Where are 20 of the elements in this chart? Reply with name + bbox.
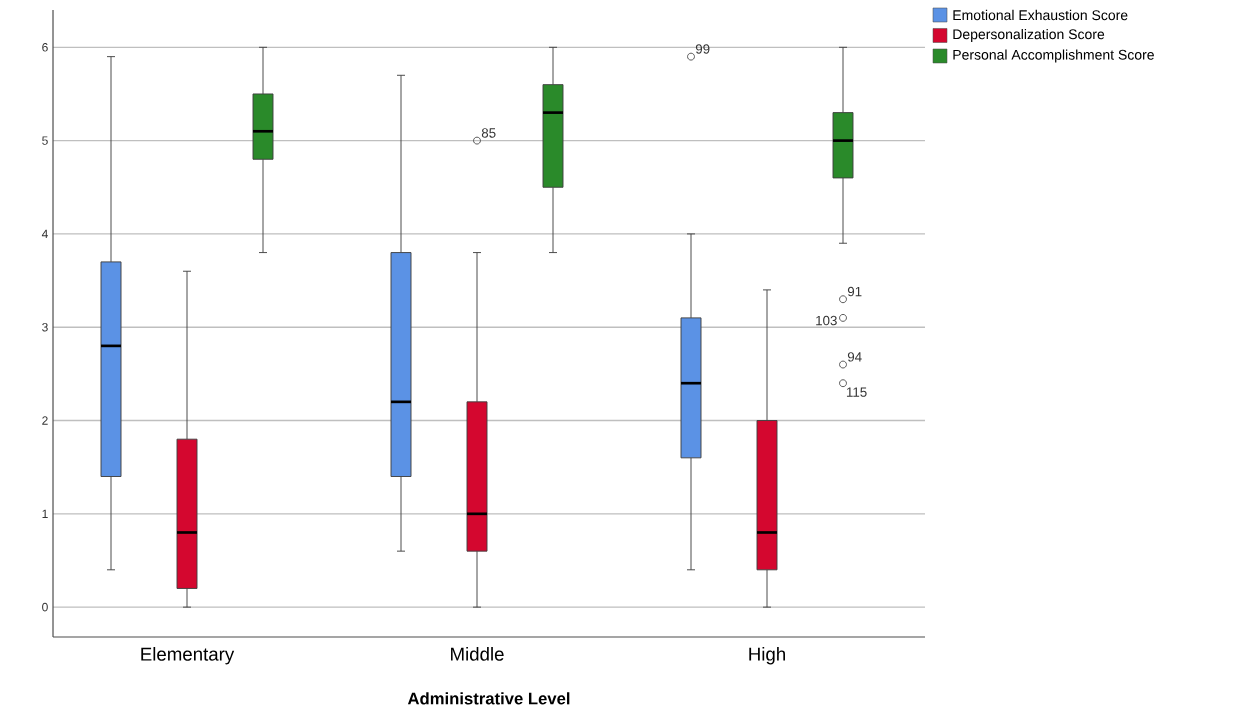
y-tick-label: 1 (42, 509, 48, 518)
legend-label: Depersonalization Score (953, 28, 1105, 43)
annotation: 103 (816, 315, 837, 326)
y-tick-label: 3 (42, 322, 48, 332)
y-tick-label: 2 (42, 416, 48, 425)
y-tick-label: 6 (42, 43, 48, 52)
x-tick-label: Elementary (141, 647, 235, 665)
legend-label: Personal Accomplishment Score (953, 49, 1154, 63)
annotation: 99 (695, 44, 710, 54)
annotation: 115 (846, 387, 867, 397)
y-tick-label: 4 (41, 229, 48, 239)
x-tick-label: High (749, 647, 785, 665)
x-tick-label: Middle (451, 647, 504, 661)
y-tick-label: 0 (42, 602, 48, 612)
annotation: 91 (847, 286, 862, 297)
y-tick-label: 5 (42, 136, 48, 145)
annotation: 94 (847, 352, 862, 362)
annotation: 85 (481, 128, 496, 138)
x-axis-title: Administrative Level (407, 692, 570, 705)
legend-label: Emotional Exhaustion Score (953, 9, 1128, 21)
